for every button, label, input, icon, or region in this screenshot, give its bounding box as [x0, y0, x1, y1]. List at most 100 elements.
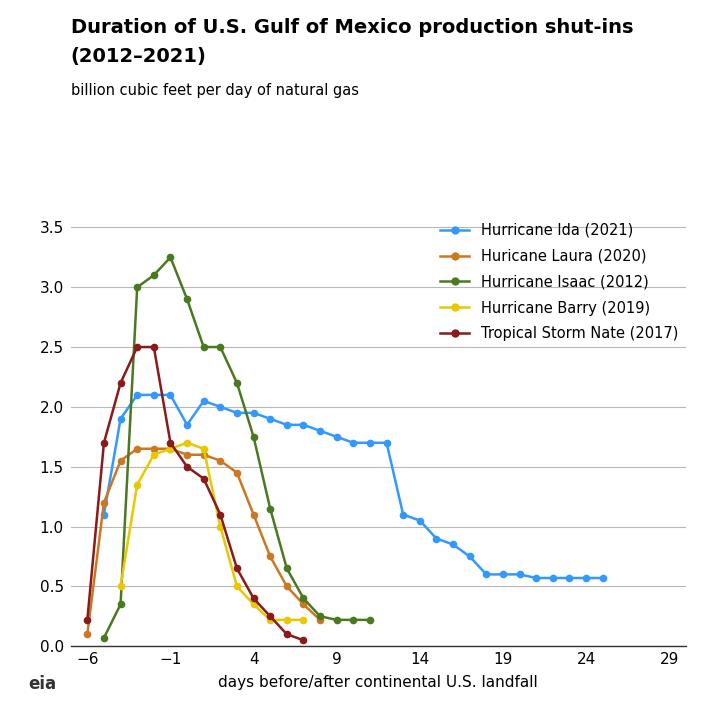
Hurricane Ida (2021) [532, 574, 540, 582]
Text: (2012–2021): (2012–2021) [71, 47, 206, 65]
Text: Duration of U.S. Gulf of Mexico production shut-ins: Duration of U.S. Gulf of Mexico producti… [71, 18, 633, 37]
Hurricane Barry (2019) [233, 582, 241, 591]
Huricane Laura (2020) [117, 457, 125, 465]
Hurricane Ida (2021) [449, 540, 457, 549]
Huricane Laura (2020) [83, 630, 92, 638]
Hurricane Isaac (2012) [100, 633, 108, 642]
Hurricane Barry (2019) [150, 450, 158, 459]
Hurricane Ida (2021) [349, 439, 358, 447]
Hurricane Ida (2021) [565, 574, 573, 582]
Hurricane Isaac (2012) [299, 594, 308, 602]
Hurricane Ida (2021) [150, 391, 158, 399]
Line: Hurricane Barry (2019): Hurricane Barry (2019) [117, 439, 307, 623]
Hurricane Ida (2021) [216, 403, 225, 411]
Huricane Laura (2020) [216, 457, 225, 465]
Hurricane Ida (2021) [133, 391, 141, 399]
Text: eia: eia [28, 675, 57, 693]
Hurricane Isaac (2012) [283, 564, 291, 573]
Hurricane Ida (2021) [598, 574, 607, 582]
Hurricane Ida (2021) [233, 409, 241, 417]
Hurricane Ida (2021) [199, 396, 208, 405]
Tropical Storm Nate (2017) [299, 636, 308, 645]
Huricane Laura (2020) [199, 450, 208, 459]
Hurricane Ida (2021) [399, 510, 407, 519]
Hurricane Ida (2021) [549, 574, 557, 582]
Line: Hurricane Isaac (2012): Hurricane Isaac (2012) [101, 254, 373, 641]
Hurricane Ida (2021) [117, 414, 125, 423]
Hurricane Ida (2021) [416, 516, 424, 525]
X-axis label: days before/after continental U.S. landfall: days before/after continental U.S. landf… [218, 675, 538, 690]
Hurricane Isaac (2012) [332, 615, 341, 624]
Hurricane Ida (2021) [316, 426, 325, 435]
Hurricane Ida (2021) [299, 421, 308, 429]
Huricane Laura (2020) [150, 444, 158, 453]
Huricane Laura (2020) [233, 468, 241, 477]
Tropical Storm Nate (2017) [183, 462, 192, 471]
Line: Hurricane Ida (2021): Hurricane Ida (2021) [101, 392, 606, 581]
Hurricane Isaac (2012) [366, 615, 374, 624]
Huricane Laura (2020) [299, 600, 308, 609]
Legend: Hurricane Ida (2021), Huricane Laura (2020), Hurricane Isaac (2012), Hurricane B: Hurricane Ida (2021), Huricane Laura (20… [440, 223, 679, 342]
Huricane Laura (2020) [133, 444, 141, 453]
Huricane Laura (2020) [316, 615, 325, 624]
Text: billion cubic feet per day of natural gas: billion cubic feet per day of natural ga… [71, 83, 358, 98]
Tropical Storm Nate (2017) [250, 594, 258, 602]
Tropical Storm Nate (2017) [283, 630, 291, 638]
Hurricane Ida (2021) [266, 414, 274, 423]
Hurricane Barry (2019) [283, 615, 291, 624]
Line: Huricane Laura (2020): Huricane Laura (2020) [84, 446, 323, 638]
Hurricane Isaac (2012) [316, 612, 325, 620]
Huricane Laura (2020) [183, 450, 192, 459]
Hurricane Ida (2021) [482, 570, 491, 579]
Hurricane Ida (2021) [332, 432, 341, 441]
Huricane Laura (2020) [250, 510, 258, 519]
Hurricane Ida (2021) [366, 439, 374, 447]
Hurricane Ida (2021) [283, 421, 291, 429]
Tropical Storm Nate (2017) [166, 439, 175, 447]
Huricane Laura (2020) [100, 498, 108, 507]
Tropical Storm Nate (2017) [83, 615, 92, 624]
Hurricane Ida (2021) [465, 552, 474, 561]
Hurricane Ida (2021) [382, 439, 391, 447]
Hurricane Isaac (2012) [183, 295, 192, 304]
Hurricane Ida (2021) [582, 574, 590, 582]
Hurricane Isaac (2012) [166, 253, 175, 261]
Hurricane Isaac (2012) [117, 600, 125, 609]
Hurricane Isaac (2012) [150, 271, 158, 279]
Hurricane Barry (2019) [166, 444, 175, 453]
Hurricane Barry (2019) [250, 600, 258, 609]
Huricane Laura (2020) [283, 582, 291, 591]
Hurricane Isaac (2012) [250, 432, 258, 441]
Line: Tropical Storm Nate (2017): Tropical Storm Nate (2017) [84, 344, 307, 643]
Hurricane Barry (2019) [199, 444, 208, 453]
Hurricane Ida (2021) [515, 570, 524, 579]
Tropical Storm Nate (2017) [266, 612, 274, 620]
Hurricane Isaac (2012) [216, 342, 225, 351]
Hurricane Barry (2019) [216, 522, 225, 531]
Hurricane Barry (2019) [266, 615, 274, 624]
Hurricane Isaac (2012) [349, 615, 358, 624]
Huricane Laura (2020) [266, 552, 274, 561]
Tropical Storm Nate (2017) [233, 564, 241, 573]
Tropical Storm Nate (2017) [117, 378, 125, 387]
Hurricane Barry (2019) [133, 480, 141, 489]
Hurricane Ida (2021) [498, 570, 507, 579]
Tropical Storm Nate (2017) [133, 342, 141, 351]
Hurricane Ida (2021) [250, 409, 258, 417]
Tropical Storm Nate (2017) [199, 475, 208, 483]
Hurricane Isaac (2012) [133, 283, 141, 292]
Hurricane Barry (2019) [183, 439, 192, 447]
Hurricane Ida (2021) [432, 534, 440, 543]
Huricane Laura (2020) [166, 444, 175, 453]
Hurricane Isaac (2012) [233, 378, 241, 387]
Hurricane Isaac (2012) [199, 342, 208, 351]
Hurricane Barry (2019) [299, 615, 308, 624]
Tropical Storm Nate (2017) [216, 510, 225, 519]
Hurricane Ida (2021) [183, 421, 192, 429]
Hurricane Ida (2021) [100, 510, 108, 519]
Hurricane Barry (2019) [117, 582, 125, 591]
Hurricane Ida (2021) [166, 391, 175, 399]
Hurricane Isaac (2012) [266, 504, 274, 513]
Tropical Storm Nate (2017) [150, 342, 158, 351]
Tropical Storm Nate (2017) [100, 439, 108, 447]
